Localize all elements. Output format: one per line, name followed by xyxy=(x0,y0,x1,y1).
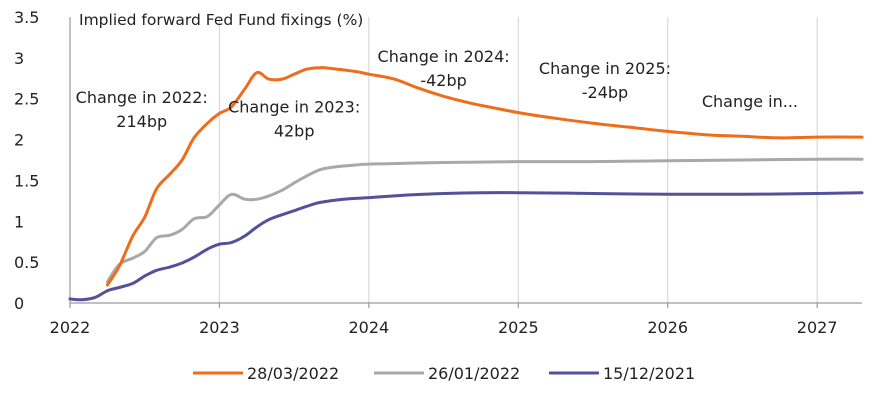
legend-label: 28/03/2022 xyxy=(247,364,339,383)
annotation-line: 42bp xyxy=(274,122,315,141)
series-line-28-03-2022 xyxy=(105,66,864,287)
legend: 28/03/2022 26/01/2022 15/12/2021 xyxy=(193,364,695,383)
x-tick-label: 2024 xyxy=(349,318,390,337)
y-tick-label: 3.5 xyxy=(14,8,39,27)
annotation: Change in 2023: 42bp xyxy=(228,98,360,141)
legend-label: 15/12/2021 xyxy=(603,364,695,383)
y-tick-label: 0 xyxy=(14,294,24,313)
y-tick-label: 2 xyxy=(14,131,24,150)
axes: 0 0.5 1 1.5 2 2.5 3 3.5 2022 2023 2024 2025 2026 2027 xyxy=(14,8,862,337)
legend-item: 28/03/2022 xyxy=(193,364,339,383)
x-tick-label: 2026 xyxy=(647,318,688,337)
y-tick-label: 0.5 xyxy=(14,253,39,272)
x-tick-label: 2027 xyxy=(797,318,838,337)
annotation: Change in 2024: -42bp xyxy=(378,47,510,90)
y-tick-label: 2.5 xyxy=(14,90,39,109)
series-lines xyxy=(68,66,864,302)
series-line-15-12-2021 xyxy=(68,191,864,302)
legend-item: 26/01/2022 xyxy=(374,364,520,383)
series-line-26-01-2022 xyxy=(105,157,864,284)
annotation: Change in 2022: 214bp xyxy=(76,88,208,131)
annotation: Change in... xyxy=(702,92,798,111)
annotation-line: Change in 2024: xyxy=(378,47,510,66)
chart-title: Implied forward Fed Fund fixings (%) xyxy=(79,11,363,29)
y-tick-label: 1.5 xyxy=(14,171,39,190)
annotation-line: Change in 2023: xyxy=(228,98,360,117)
annotation-line: 214bp xyxy=(116,112,167,131)
annotation: Change in 2025: -24bp xyxy=(539,59,671,102)
annotation-line: Change in... xyxy=(702,92,798,111)
legend-item: 15/12/2021 xyxy=(549,364,695,383)
x-tick-label: 2025 xyxy=(498,318,539,337)
x-tick-label: 2022 xyxy=(50,318,91,337)
annotation-line: -42bp xyxy=(420,71,466,90)
x-tick-label: 2023 xyxy=(199,318,240,337)
y-tick-label: 3 xyxy=(14,49,24,68)
annotation-line: Change in 2025: xyxy=(539,59,671,78)
annotation-line: -24bp xyxy=(582,83,628,102)
annotation-line: Change in 2022: xyxy=(76,88,208,107)
y-tick-label: 1 xyxy=(14,212,24,231)
legend-label: 26/01/2022 xyxy=(428,364,520,383)
